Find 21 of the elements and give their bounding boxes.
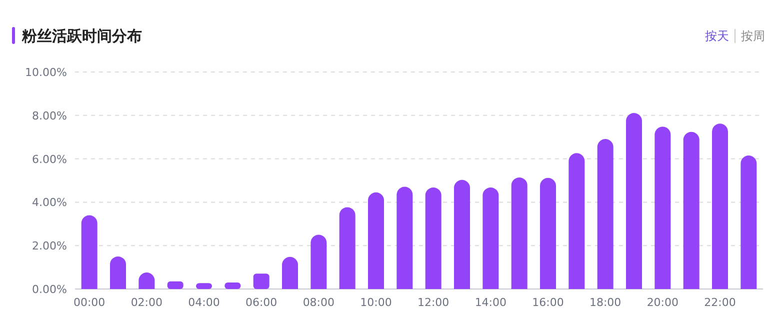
x-tick-label: 16:00: [532, 296, 564, 309]
x-tick-label: 04:00: [188, 296, 220, 309]
x-tick-label: 08:00: [302, 296, 335, 309]
x-tick-label: 22:00: [704, 296, 736, 309]
chart-title: 粉丝活跃时间分布: [21, 27, 142, 45]
y-tick-label: 8.00%: [32, 109, 67, 122]
x-tick-label: 06:00: [245, 296, 278, 309]
x-tick-label: 20:00: [646, 296, 679, 309]
y-tick-label: 0.00%: [32, 283, 67, 296]
x-tick-label: 18:00: [589, 296, 622, 309]
y-tick-label: 2.00%: [32, 240, 67, 253]
x-tick-label: 02:00: [130, 296, 163, 309]
y-tick-label: 4.00%: [32, 196, 67, 210]
y-tick-label: 6.00%: [32, 152, 67, 166]
x-tick-label: 10:00: [360, 296, 392, 309]
text: 按周: [741, 29, 765, 43]
y-tick-label: 10.00%: [25, 66, 67, 79]
text: 按天: [705, 29, 729, 43]
x-tick-label: 14:00: [474, 296, 507, 309]
x-tick-label: 12:00: [417, 296, 450, 309]
x-tick-label: 00:00: [73, 296, 106, 309]
